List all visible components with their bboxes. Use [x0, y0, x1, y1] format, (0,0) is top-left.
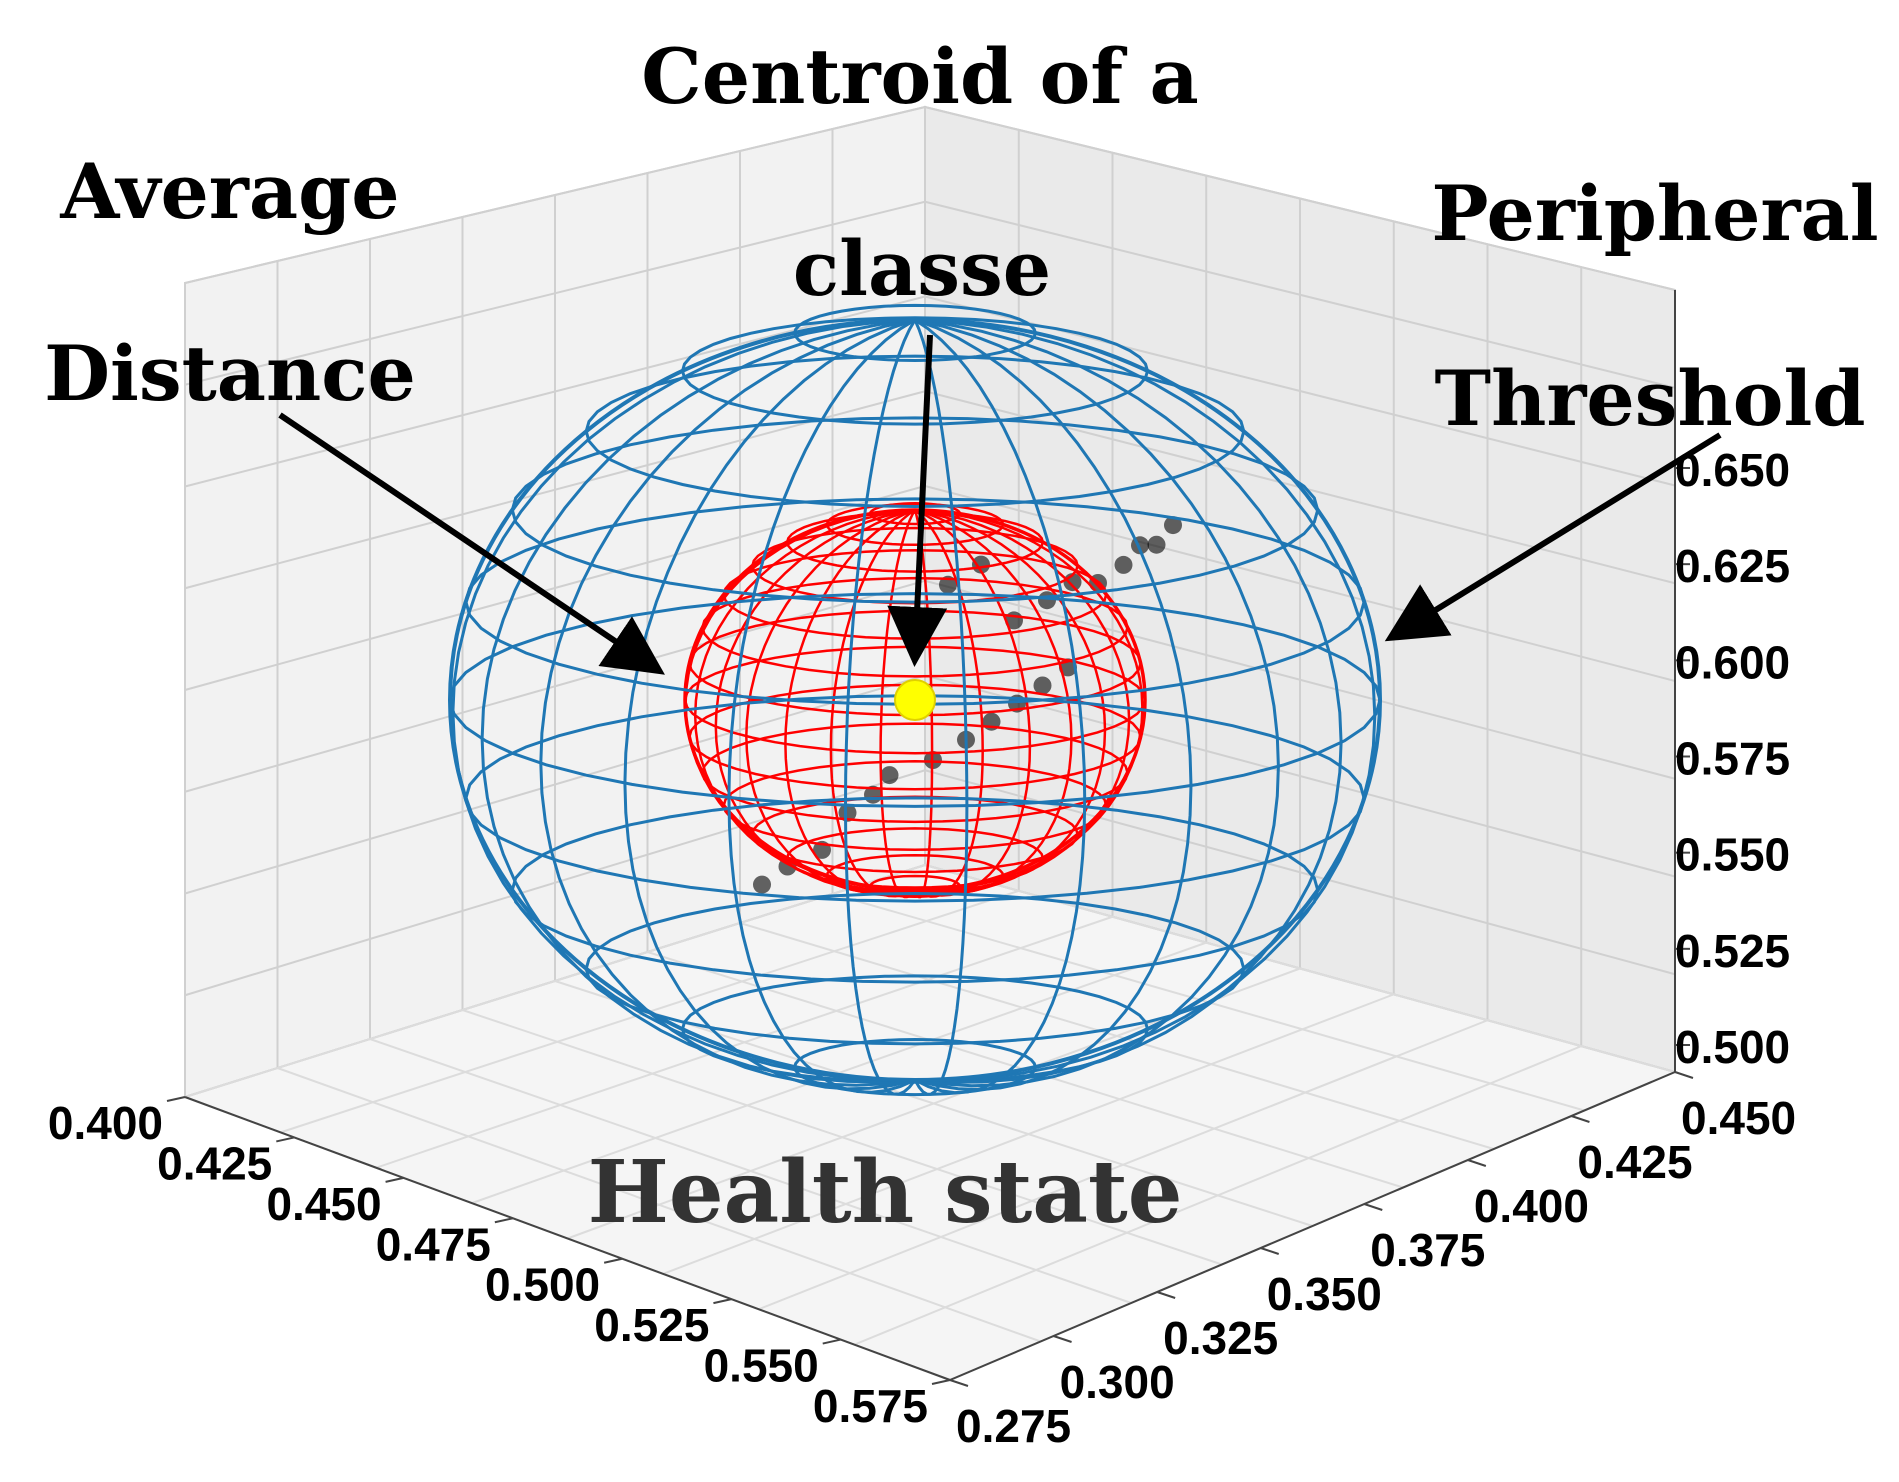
- centroid-label-line1: Centroid of a: [641, 32, 1199, 121]
- grid-line: [758, 1019, 1488, 1311]
- y-tick: [1260, 1247, 1280, 1255]
- y-tick: [1571, 1115, 1590, 1123]
- data-point: [939, 575, 957, 594]
- y-tick: [1156, 1291, 1176, 1299]
- health-state-label: Health state: [588, 1142, 1183, 1243]
- x-tick: [385, 1176, 404, 1183]
- meridian-line: [451, 318, 916, 1082]
- meridian-line: [914, 318, 1087, 1095]
- meridian-line: [913, 319, 969, 1096]
- grid-line: [924, 674, 1676, 878]
- grid-line: [184, 200, 926, 386]
- centroid-label-line2: classe: [793, 224, 1051, 313]
- x-tick: [276, 1136, 295, 1143]
- tick-marks: [166, 467, 1694, 1387]
- y-tick-label: 0.425: [1577, 1136, 1692, 1188]
- data-point: [1114, 555, 1133, 574]
- axis-lines: [184, 290, 1676, 1381]
- x-tick-label: 0.425: [157, 1137, 272, 1189]
- x-tick: [494, 1217, 514, 1224]
- x-tick-label: 0.500: [485, 1259, 600, 1311]
- grid-line: [853, 1045, 1582, 1346]
- data-point: [1147, 535, 1166, 554]
- grid-line: [924, 579, 1676, 780]
- meridian-line: [727, 318, 916, 1094]
- y-tick-label: 0.450: [1681, 1092, 1796, 1144]
- grid-line: [184, 295, 926, 488]
- meridian-line: [914, 318, 1343, 1084]
- grid-line: [184, 390, 926, 590]
- grid-line: [662, 993, 1395, 1275]
- grid-line: [739, 922, 1495, 1150]
- x-tick: [822, 1338, 841, 1345]
- x-tick: [713, 1298, 732, 1305]
- x-tick: [166, 1096, 186, 1102]
- data-point: [1164, 516, 1182, 535]
- tick-labels: 0.4000.4250.4500.4750.5000.5250.5500.575…: [48, 444, 1796, 1452]
- meridian-line: [914, 318, 1193, 1092]
- y-tick: [949, 1379, 969, 1387]
- meridian-line: [914, 508, 1144, 892]
- grid-line: [924, 106, 1676, 291]
- sphere-outline: [683, 508, 1147, 892]
- meridian-line: [914, 509, 984, 898]
- peripheral-threshold-label-line2: Threshold: [1435, 354, 1866, 443]
- average-distance-label-line2: Distance: [44, 329, 416, 418]
- x-tick-label: 0.450: [266, 1178, 381, 1230]
- z-tick-label: 0.575: [1675, 733, 1790, 785]
- meridian-line: [914, 508, 1032, 897]
- data-point: [838, 803, 857, 822]
- y-tick-label: 0.400: [1474, 1180, 1589, 1232]
- grid-line: [184, 579, 926, 793]
- grid-line: [924, 485, 1676, 682]
- x-tick: [931, 1379, 951, 1385]
- meridian-line: [914, 508, 1107, 894]
- average-distance-arrow: [278, 412, 665, 675]
- outer-sphere-wireframe: [448, 303, 1382, 1097]
- y-tick: [1674, 1071, 1694, 1079]
- meridian-line: [914, 508, 1073, 896]
- data-point: [753, 875, 771, 894]
- z-tick-label: 0.500: [1675, 1021, 1790, 1073]
- x-axis-line: [184, 1096, 951, 1381]
- y-tick: [1467, 1159, 1487, 1167]
- peripheral-threshold-label-line1: Peripheral: [1431, 169, 1878, 258]
- grid-line: [184, 674, 926, 895]
- y-tick-label: 0.300: [1060, 1356, 1175, 1408]
- y-axis-line: [949, 1071, 1676, 1381]
- y-tick-label: 0.275: [956, 1400, 1071, 1452]
- average-distance-label-line1: Average: [59, 147, 399, 236]
- inner-sphere-wireframe: [683, 502, 1147, 899]
- sphere-outline: [448, 318, 1382, 1082]
- y-tick: [1053, 1335, 1072, 1343]
- centroid-arrow: [887, 334, 948, 667]
- grid-line: [184, 106, 926, 284]
- grid-line: [184, 485, 926, 691]
- centroid-point: [894, 679, 936, 721]
- z-tick-label: 0.650: [1675, 444, 1790, 496]
- x-tick-label: 0.525: [594, 1299, 709, 1351]
- z-tick-label: 0.600: [1675, 636, 1790, 688]
- x-tick-label: 0.550: [704, 1340, 819, 1392]
- data-point: [880, 766, 899, 785]
- data-point: [1033, 676, 1052, 695]
- z-tick-label: 0.625: [1675, 540, 1790, 592]
- x-tick: [603, 1257, 623, 1264]
- meridian-line: [914, 318, 1280, 1088]
- meridian-line: [693, 508, 916, 892]
- data-point: [1038, 591, 1056, 610]
- z-tick-label: 0.550: [1675, 829, 1790, 881]
- y-tick-label: 0.350: [1267, 1268, 1382, 1320]
- z-tick-label: 0.525: [1675, 925, 1790, 977]
- x-tick-label: 0.475: [376, 1218, 491, 1270]
- peripheral-threshold-arrow: [1384, 432, 1722, 642]
- grid-line: [924, 200, 1676, 389]
- x-tick-label: 0.575: [813, 1380, 928, 1432]
- x-tick-label: 0.400: [48, 1097, 163, 1149]
- y-tick: [1363, 1203, 1383, 1211]
- y-tick-label: 0.375: [1370, 1224, 1485, 1276]
- meridian-line: [480, 318, 916, 1084]
- y-tick-label: 0.325: [1163, 1312, 1278, 1364]
